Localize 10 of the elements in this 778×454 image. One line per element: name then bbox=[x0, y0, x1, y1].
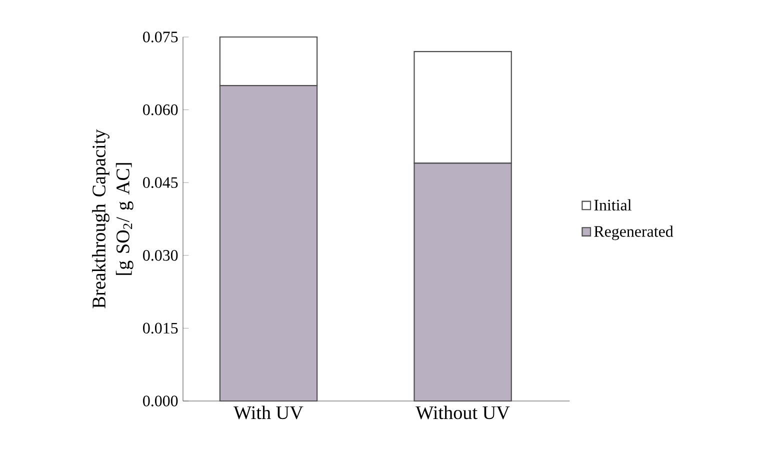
y-tick-label: 0.000 bbox=[143, 396, 178, 406]
y-tick-label: 0.060 bbox=[143, 104, 178, 116]
y-tick-label: 0.045 bbox=[143, 177, 178, 188]
y-tick-label: 0.015 bbox=[143, 322, 178, 334]
legend-label: Regenerated bbox=[594, 226, 674, 240]
x-tick-label: With UV bbox=[234, 406, 304, 420]
legend-label: Initial bbox=[594, 199, 632, 211]
x-tick-label: Without UV bbox=[416, 406, 510, 420]
y-tick-label: 0.075 bbox=[143, 32, 178, 42]
y-tick-label: 0.030 bbox=[143, 250, 178, 261]
